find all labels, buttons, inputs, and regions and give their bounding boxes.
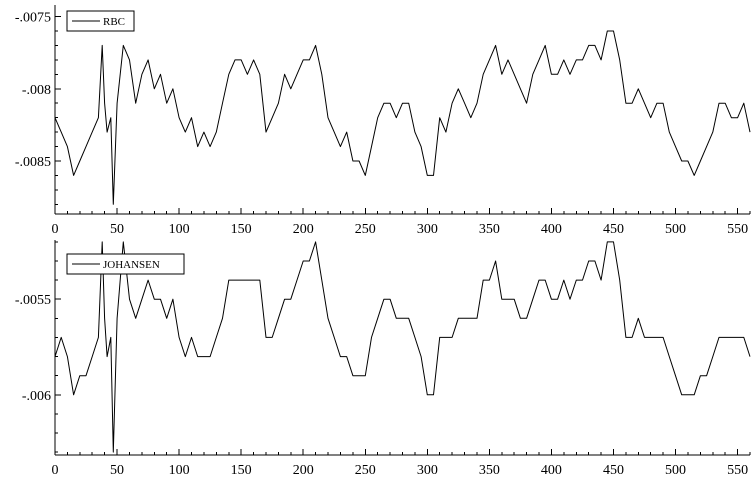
x-tick-label: 100 xyxy=(169,222,190,237)
y-tick-label: -.008 xyxy=(22,83,51,98)
legend-box xyxy=(66,10,135,32)
series-line-johansen xyxy=(54,241,751,453)
x-tick-label: 200 xyxy=(293,222,314,237)
x-tick-label: 0 xyxy=(52,463,59,478)
x-tick-label: 250 xyxy=(355,222,376,237)
series-line-rbc xyxy=(54,30,751,205)
y-tick-label: -.0085 xyxy=(15,155,51,170)
x-tick-label: 150 xyxy=(231,222,252,237)
x-tick-label: 200 xyxy=(293,463,314,478)
chart-panel-2: 0 50 100 150 200 250 300 350 400 450 500 550 -.0055 -… xyxy=(15,240,751,478)
x-tick-label: 550 xyxy=(727,463,748,478)
chart-panel-1: 0 50 100 150 200 250 300 350 400 450 500 550 -.0075 -… xyxy=(15,5,751,237)
x-tick-label: 250 xyxy=(355,463,376,478)
legend: JOHANSEN xyxy=(66,253,185,275)
x-tick-label: 0 xyxy=(52,222,59,237)
x-tick-label: 350 xyxy=(479,222,500,237)
x-tick-label: 400 xyxy=(541,222,562,237)
x-tick-label: 450 xyxy=(603,463,624,478)
legend-box xyxy=(66,253,185,275)
x-tick-label: 150 xyxy=(231,463,252,478)
legend-label: RBC xyxy=(103,16,125,28)
x-tick-label: 300 xyxy=(417,463,438,478)
x-tick-label: 300 xyxy=(417,222,438,237)
y-tick-label: -.006 xyxy=(22,389,51,404)
legend-label: JOHANSEN xyxy=(103,259,160,271)
x-tick-label: 100 xyxy=(169,463,190,478)
x-tick-label: 550 xyxy=(727,222,748,237)
x-tick-label: 50 xyxy=(110,222,124,237)
x-tick-label: 450 xyxy=(603,222,624,237)
legend: RBC xyxy=(66,10,135,32)
x-tick-label: 500 xyxy=(665,222,686,237)
y-tick-label: -.0075 xyxy=(15,11,51,26)
x-tick-label: 50 xyxy=(110,463,124,478)
y-tick-label: -.0055 xyxy=(15,293,51,308)
x-tick-label: 400 xyxy=(541,463,562,478)
x-tick-label: 500 xyxy=(665,463,686,478)
x-tick-label: 350 xyxy=(479,463,500,478)
